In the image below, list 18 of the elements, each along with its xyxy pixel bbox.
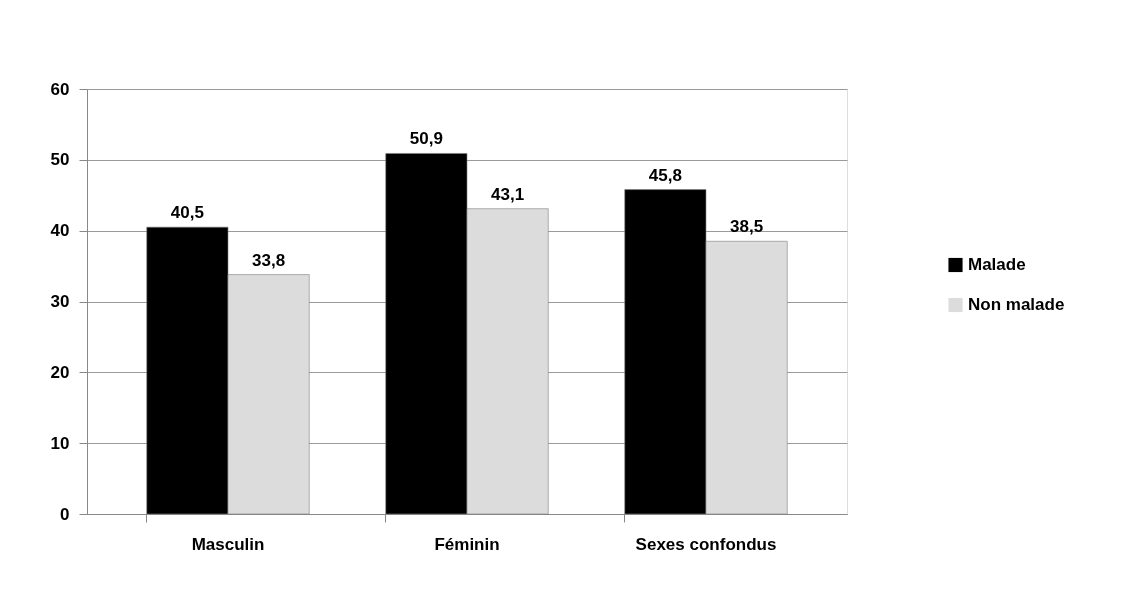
data-label: 40,5 [170, 203, 204, 223]
legend-label: Malade [968, 255, 1026, 274]
y-tick-label: 10 [50, 433, 70, 453]
data-label: 50,9 [409, 129, 443, 149]
y-tick-label: 0 [60, 504, 70, 524]
y-tick-label: 50 [50, 150, 70, 170]
data-label: 38,5 [730, 217, 764, 237]
x-tick-label: Féminin [434, 534, 500, 554]
data-label: 33,8 [252, 250, 286, 270]
x-tick-label: Masculin [191, 534, 265, 554]
y-tick-label: 40 [50, 221, 70, 241]
legend-label: Non malade [968, 295, 1065, 314]
y-tick-label: 30 [50, 292, 70, 311]
y-tick-label: 20 [50, 362, 70, 382]
x-tick-label: Sexes confondus [635, 534, 777, 554]
data-label: 45,8 [648, 165, 682, 185]
y-tick-label: 60 [50, 79, 70, 99]
data-label: 43,1 [491, 184, 525, 204]
